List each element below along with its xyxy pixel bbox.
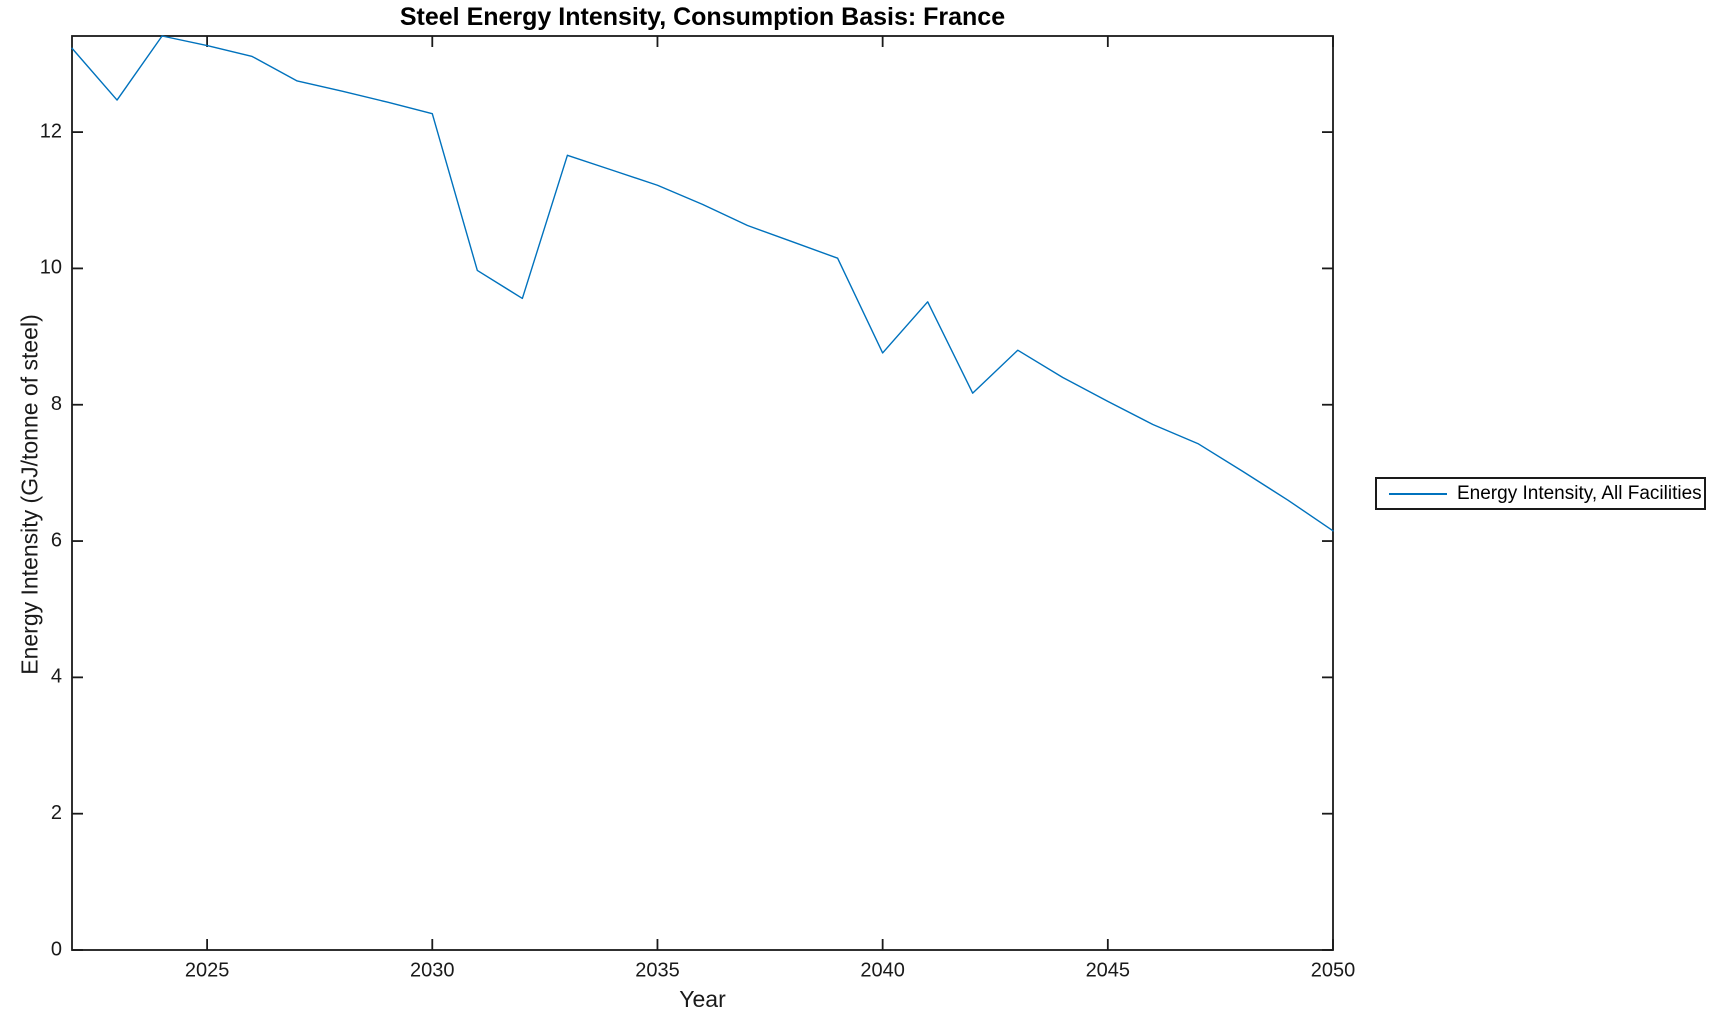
- y-tick-label: 12: [40, 120, 62, 142]
- x-axis-label: Year: [679, 986, 726, 1012]
- y-tick-label: 0: [51, 938, 62, 960]
- plot-box: [71, 35, 1334, 951]
- legend: Energy Intensity, All Facilities: [1375, 477, 1706, 510]
- legend-entry-label: Energy Intensity, All Facilities: [1457, 482, 1702, 504]
- legend-line-sample-icon: [1389, 492, 1447, 495]
- y-tick-label: 10: [40, 257, 62, 279]
- x-tick-label: 2050: [1311, 960, 1356, 982]
- y-tick-label: 2: [51, 802, 62, 824]
- x-tick-label: 2045: [1086, 960, 1131, 982]
- x-tick-label: 2025: [185, 960, 230, 982]
- y-tick-label: 4: [51, 666, 62, 688]
- x-tick-label: 2035: [635, 960, 680, 982]
- x-tick-label: 2030: [410, 960, 455, 982]
- y-tick-label: 6: [51, 529, 62, 551]
- y-axis-label: Energy Intensity (GJ/tonne of steel): [16, 314, 43, 675]
- y-tick-label: 8: [51, 393, 62, 415]
- series-line-energy-intensity: [71, 35, 1334, 532]
- chart-title: Steel Energy Intensity, Consumption Basi…: [399, 3, 1006, 31]
- x-tick-label: 2040: [860, 960, 905, 982]
